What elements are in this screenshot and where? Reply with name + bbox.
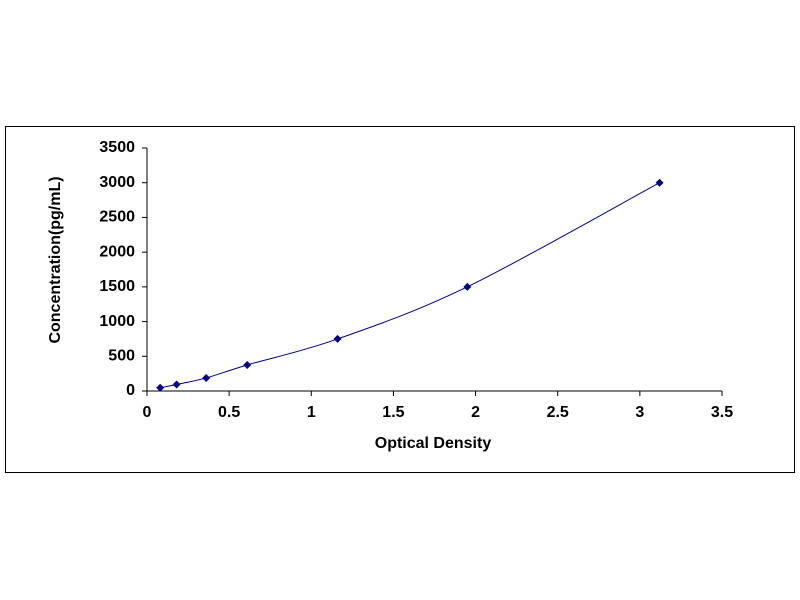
data-point: [463, 282, 472, 291]
data-point: [243, 360, 252, 369]
data-point: [202, 373, 211, 382]
x-axis-title: Optical Density: [375, 435, 492, 452]
y-tick-label: 3500: [99, 139, 135, 156]
data-point: [172, 380, 181, 389]
x-tick-label: 2.5: [547, 404, 569, 421]
data-point: [333, 334, 342, 343]
data-point: [655, 178, 664, 187]
y-tick-label: 2000: [99, 243, 135, 260]
y-tick-label: 2500: [99, 209, 135, 226]
x-tick-label: 0.5: [218, 404, 240, 421]
x-tick-label: 3: [635, 404, 644, 421]
x-tick-label: 0: [143, 404, 152, 421]
y-axis-title: Concentration(pg/mL): [47, 176, 64, 343]
x-tick-label: 1: [307, 404, 316, 421]
data-point: [156, 383, 165, 392]
series-line: [160, 182, 660, 389]
y-tick-label: 3000: [99, 174, 135, 191]
y-tick-label: 0: [126, 382, 135, 399]
x-tick-label: 1.5: [382, 404, 404, 421]
y-tick-label: 1000: [99, 313, 135, 330]
chart-frame: [5, 126, 795, 473]
x-tick-label: 3.5: [711, 404, 733, 421]
y-tick-label: 500: [108, 348, 135, 365]
x-tick-label: 2: [471, 404, 480, 421]
y-tick-label: 1500: [99, 278, 135, 295]
